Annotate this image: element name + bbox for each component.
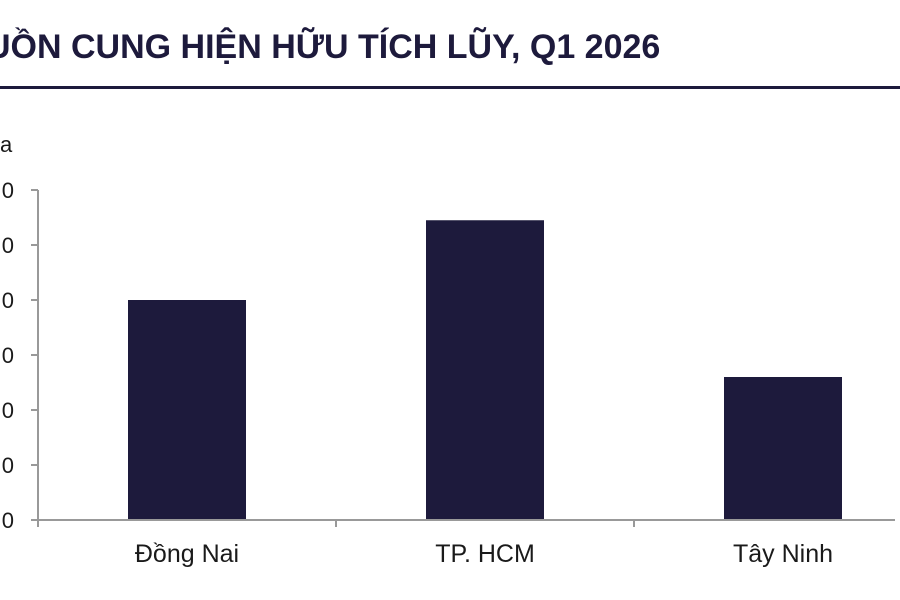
x-axis: Đồng Nai TP. HCM Tây Ninh — [37, 519, 895, 568]
bar — [724, 377, 842, 520]
y-tick-label: 0 — [2, 398, 14, 423]
y-tick-label: 0 — [2, 343, 14, 368]
y-tick-label: 0 — [2, 508, 14, 533]
x-category-label: TP. HCM — [435, 540, 535, 568]
y-tick-label: 0 — [2, 453, 14, 478]
bar-series — [128, 220, 842, 520]
title-underline — [0, 86, 900, 89]
y-axis-unit-label: a — [0, 132, 13, 157]
x-category-label: Tây Ninh — [733, 540, 833, 568]
y-axis-ticks: 0 0 0 0 0 0 0 — [2, 178, 39, 533]
bar — [426, 220, 544, 520]
x-category-label: Đồng Nai — [135, 540, 239, 568]
y-tick-label: 0 — [2, 233, 14, 258]
chart-title: UỒN CUNG HIỆN HỮU TÍCH LŨY, Q1 2026 — [0, 28, 661, 66]
bar — [128, 300, 246, 520]
y-tick-label: 0 — [2, 178, 14, 203]
y-tick-label: 0 — [2, 288, 14, 313]
